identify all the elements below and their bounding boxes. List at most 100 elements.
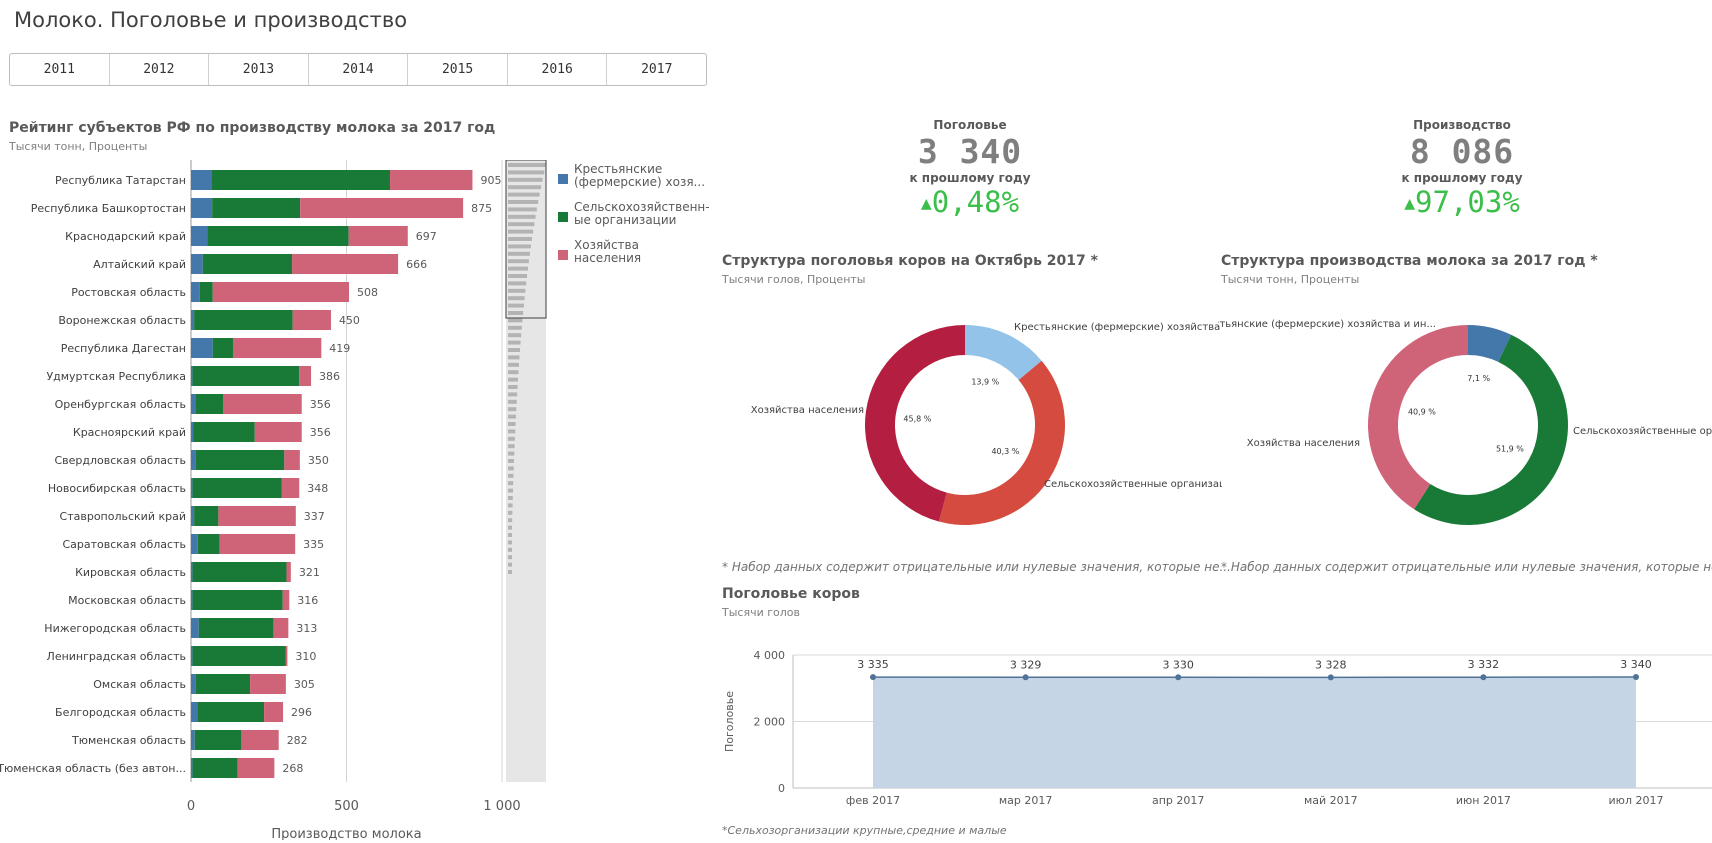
bar-segment bbox=[241, 730, 279, 750]
year-tab-2017[interactable]: 2017 bbox=[641, 62, 673, 77]
bar-segment bbox=[194, 730, 242, 750]
scrollbar-mini-bar bbox=[508, 325, 522, 330]
scrollbar-mini-bar bbox=[508, 229, 534, 234]
scrollbar-mini-bar bbox=[508, 481, 514, 486]
year-tab-2016[interactable]: 2016 bbox=[508, 54, 608, 85]
scrollbar-mini-bar bbox=[508, 473, 514, 478]
kpi-production-sub: к прошлому году bbox=[1401, 171, 1523, 185]
donut-slice bbox=[865, 325, 965, 522]
bar-segment bbox=[191, 478, 193, 498]
bar-segment bbox=[191, 282, 200, 302]
x-tick-label: апр 2017 bbox=[1152, 794, 1204, 807]
scrollbar-mini-bar bbox=[508, 244, 531, 249]
scrollbar-mini-bar bbox=[508, 333, 522, 338]
scrollbar-mini-bar bbox=[508, 436, 515, 441]
bar-segment bbox=[212, 198, 301, 218]
category-label: Ставропольский край bbox=[60, 510, 186, 523]
bar-segment bbox=[191, 450, 196, 470]
category-label: Республика Дагестан bbox=[61, 342, 186, 355]
bar-total-label: 282 bbox=[287, 734, 308, 747]
category-label: Тюменская область bbox=[71, 734, 186, 747]
bar-total-label: 348 bbox=[307, 482, 328, 495]
data-point bbox=[870, 674, 876, 681]
bar-segment bbox=[191, 590, 193, 610]
line-chart-title: Поголовье коров bbox=[722, 586, 860, 602]
scrollbar-mini-bar bbox=[508, 562, 512, 567]
bar-segment bbox=[300, 198, 464, 218]
scrollbar-mini-bar bbox=[508, 222, 535, 227]
y-tick-label: 4 000 bbox=[754, 649, 786, 662]
line-chart-subtitle: Тысячи голов bbox=[722, 606, 800, 619]
scrollbar-mini-bar bbox=[508, 414, 516, 419]
bar-total-label: 321 bbox=[299, 566, 320, 579]
bar-segment bbox=[292, 254, 399, 274]
data-point bbox=[1327, 674, 1334, 681]
bar-segment bbox=[212, 338, 233, 358]
donut2-note: * Набор данных содержит отрицательные ил… bbox=[1221, 560, 1712, 574]
bar-segment bbox=[191, 646, 193, 666]
bar-segment bbox=[237, 758, 275, 778]
donut-slice bbox=[938, 360, 1065, 525]
scrollbar-mini-bar bbox=[508, 296, 525, 301]
scrollbar-thumb[interactable] bbox=[505, 160, 547, 319]
x-tick-label: 500 bbox=[334, 799, 359, 814]
scrollbar-mini-bar bbox=[508, 540, 512, 545]
bar-segment bbox=[195, 450, 285, 470]
kpi-herd-value: 3 340 bbox=[917, 132, 1023, 171]
scrollbar-mini-bar bbox=[508, 274, 528, 278]
donut1-title: Структура поголовья коров на Октябрь 201… bbox=[722, 253, 1098, 269]
bar-total-label: 666 bbox=[406, 258, 427, 271]
kpi-herd-sub: к прошлому году bbox=[909, 171, 1031, 185]
triangle-up-icon: ▲ bbox=[920, 193, 932, 214]
legend-label: Крестьянские (фермерские) хозя... bbox=[574, 162, 705, 189]
bar-segment bbox=[202, 254, 293, 274]
x-tick-label: мар 2017 bbox=[999, 794, 1053, 807]
year-tab-2012[interactable]: 2012 bbox=[110, 54, 210, 85]
bar-chart-subtitle: Тысячи тонн, Проценты bbox=[9, 140, 148, 153]
scrollbar-mini-bar bbox=[508, 399, 517, 404]
bar-segment bbox=[191, 226, 208, 246]
y-tick-label: 2 000 bbox=[754, 716, 786, 729]
year-tab-2013[interactable]: 2013 bbox=[209, 54, 309, 85]
year-tab-2015[interactable]: 2015 bbox=[408, 54, 508, 85]
year-tab-2014[interactable]: 2014 bbox=[309, 54, 409, 85]
scrollbar-mini-bar bbox=[508, 251, 530, 256]
scrollbar-mini-bar bbox=[508, 451, 515, 456]
category-label: Краснодарский край bbox=[65, 230, 186, 243]
bar-segment bbox=[191, 506, 195, 526]
legend-swatch bbox=[558, 250, 568, 260]
legend-label: Сельскохозяйственн-ые организации bbox=[574, 200, 710, 227]
scrollbar-mini-bar bbox=[508, 340, 521, 345]
category-label: Ленинградская область bbox=[47, 650, 186, 663]
bar-segment bbox=[191, 366, 193, 386]
bar-segment bbox=[195, 394, 224, 414]
line-chart: 0 2 000 4 000 Поголовье 3 335 фев 2017 3 329 ма… bbox=[723, 649, 1712, 807]
scrollbar-mini-bar bbox=[508, 348, 521, 352]
bar-segment bbox=[223, 394, 302, 414]
data-label: 3 332 bbox=[1468, 658, 1500, 671]
scrollbar-mini-bar bbox=[508, 288, 526, 293]
year-tab-2011[interactable]: 2011 bbox=[10, 54, 110, 85]
category-label: Новосибирская область bbox=[48, 482, 186, 495]
bar-total-label: 335 bbox=[303, 538, 324, 551]
donut-slice bbox=[1414, 334, 1568, 526]
bar-total-label: 268 bbox=[282, 762, 303, 775]
bar-segment bbox=[192, 562, 287, 582]
bar-segment bbox=[282, 590, 290, 610]
kpi-production-change: ▲97,03% bbox=[1362, 185, 1562, 219]
scrollbar-mini-bar bbox=[508, 570, 512, 574]
kpi-production-label: Производство bbox=[1413, 118, 1511, 132]
scrollbar-mini-bar bbox=[508, 163, 546, 167]
category-label: Республика Татарстан bbox=[55, 174, 186, 187]
bar-segment bbox=[194, 310, 293, 330]
donut2-subtitle: Тысячи тонн, Проценты bbox=[1221, 273, 1360, 286]
data-label: 3 328 bbox=[1315, 658, 1347, 671]
donut-category-label: Сельскохозяйственные организац... bbox=[1044, 479, 1222, 490]
scrollbar-mini-bar bbox=[508, 385, 518, 389]
bar-segment bbox=[207, 226, 349, 246]
scrollbar-mini-bar bbox=[508, 518, 513, 523]
data-point bbox=[1633, 673, 1639, 680]
x-tick-label: июл 2017 bbox=[1609, 794, 1664, 807]
category-label: Московская область bbox=[68, 594, 186, 607]
bar-segment bbox=[284, 450, 300, 470]
